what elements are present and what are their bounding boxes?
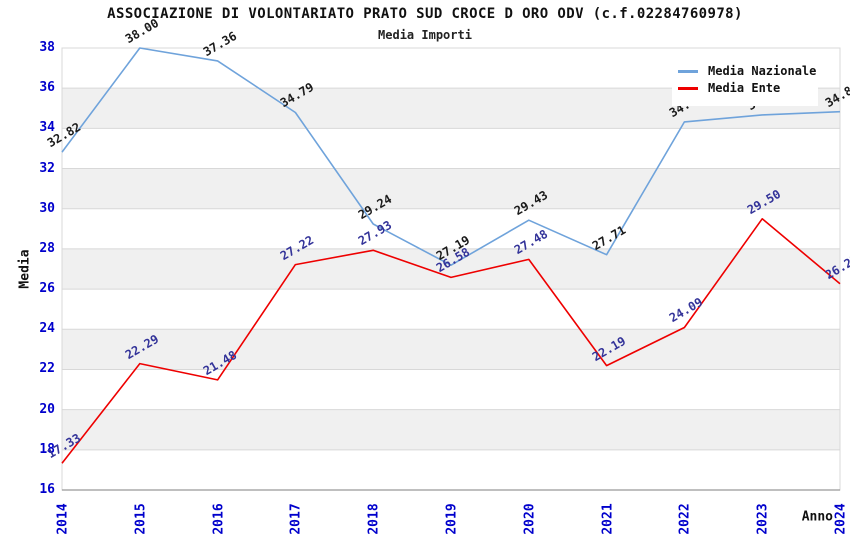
- plot-band: [62, 168, 840, 209]
- x-tick-label: 2019: [444, 503, 460, 535]
- plot-band: [62, 409, 840, 450]
- series-line-media-ente: [61, 218, 841, 464]
- y-tick-label: 18: [39, 441, 55, 457]
- legend-swatch-nazionale-icon: [678, 69, 698, 73]
- y-tick-label: 28: [39, 240, 55, 256]
- legend-label-nazionale: Media Nazionale: [708, 64, 817, 78]
- chart-subtitle: Media Importi: [378, 28, 472, 42]
- y-tick-label: 32: [39, 160, 55, 176]
- y-tick-label: 16: [39, 482, 55, 497]
- y-tick-label: 38: [39, 40, 55, 55]
- x-tick-label: 2022: [677, 503, 693, 535]
- x-tick-label: 2020: [522, 503, 538, 535]
- x-tick-label: 2021: [600, 503, 616, 535]
- legend-swatch-ente-icon: [678, 86, 698, 90]
- x-tick-label: 2018: [366, 503, 382, 535]
- chart-title: ASSOCIAZIONE DI VOLONTARIATO PRATO SUD C…: [107, 6, 743, 22]
- y-tick-label: 22: [39, 361, 55, 377]
- series-line-media-nazionale: [61, 47, 841, 267]
- x-tick-label: 2016: [211, 503, 227, 535]
- x-axis-title: Anno: [801, 509, 833, 525]
- y-tick-label: 34: [39, 120, 55, 136]
- legend-label-ente: Media Ente: [708, 81, 781, 95]
- x-tick-label: 2014: [55, 503, 71, 535]
- y-tick-label: 20: [39, 401, 55, 417]
- x-tick-label: 2017: [288, 503, 304, 535]
- legend: Media Nazionale Media Ente: [672, 55, 818, 106]
- x-tick-label: 2024: [833, 503, 849, 535]
- x-tick-label: 2015: [133, 503, 149, 535]
- plot-band: [62, 248, 840, 290]
- y-tick-label: 26: [39, 281, 55, 297]
- y-tick-label: 36: [39, 80, 55, 96]
- y-tick-label: 24: [39, 321, 55, 337]
- x-tick-label: 2023: [755, 503, 771, 535]
- plot-band: [62, 329, 840, 370]
- legend-item-media-nazionale: Media Nazionale: [678, 64, 818, 78]
- y-tick-label: 30: [39, 200, 55, 216]
- legend-item-media-ente: Media Ente: [678, 81, 818, 95]
